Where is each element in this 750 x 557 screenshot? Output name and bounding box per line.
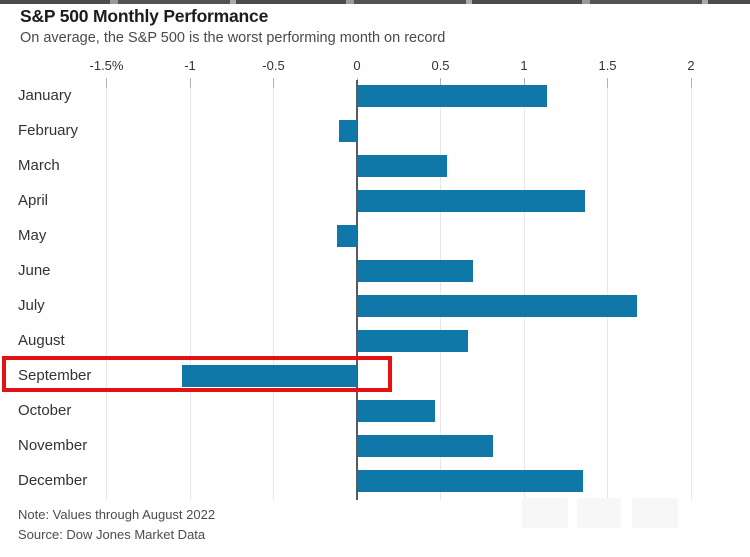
month-label-october: October (18, 402, 72, 419)
gridline (106, 88, 107, 500)
footnote-source: Source: Dow Jones Market Data (18, 527, 206, 542)
bar-april (358, 190, 586, 212)
bar-november (358, 435, 494, 457)
month-label-august: August (18, 332, 65, 349)
zero-axis-line (356, 80, 358, 500)
month-label-april: April (18, 192, 49, 209)
axis-tick (523, 78, 525, 88)
highlight-box-september (2, 356, 392, 392)
chart-subtitle: On average, the S&P 500 is the worst per… (20, 30, 446, 46)
gridline (523, 88, 525, 500)
bar-january (358, 85, 547, 107)
x-tick-label: 1.5 (598, 58, 617, 73)
x-tick-label: -1 (184, 58, 196, 73)
month-label-january: January (18, 87, 72, 104)
month-label-february: February (18, 122, 79, 139)
month-label-december: December (18, 472, 88, 489)
bar-august (358, 330, 469, 352)
month-label-may: May (18, 227, 47, 244)
x-tick-label: 0 (353, 58, 361, 73)
bar-june (358, 260, 474, 282)
axis-tick (690, 78, 692, 88)
watermark-artifact (522, 498, 568, 528)
month-label-july: July (18, 297, 45, 314)
bar-december (358, 470, 584, 492)
bar-may (336, 225, 357, 247)
x-tick-label: 1 (520, 58, 528, 73)
gridline (690, 88, 692, 500)
axis-tick (440, 78, 441, 88)
top-edge-strip (0, 0, 750, 4)
axis-tick (273, 78, 274, 88)
bar-march (358, 155, 447, 177)
gridline (440, 88, 441, 500)
gridline (273, 88, 274, 500)
x-tick-label: -0.5 (262, 58, 285, 73)
gridline (607, 88, 608, 500)
bar-february (338, 120, 357, 142)
x-tick-label: -1.5% (89, 58, 124, 73)
watermark-artifact (632, 498, 678, 528)
axis-tick (106, 78, 107, 88)
bar-september (181, 365, 357, 387)
chart-title: S&P 500 Monthly Performance (20, 6, 269, 26)
month-label-november: November (18, 437, 88, 454)
x-tick-label: 2 (687, 58, 695, 73)
month-label-september: September (18, 367, 92, 384)
footnote-note: Note: Values through August 2022 (18, 507, 216, 522)
month-label-march: March (18, 157, 60, 174)
month-label-june: June (18, 262, 51, 279)
axis-tick (607, 78, 608, 88)
axis-tick (189, 78, 191, 88)
x-tick-label: 0.5 (431, 58, 450, 73)
bar-july (358, 295, 637, 317)
gridline (189, 88, 191, 500)
watermark-artifact (577, 498, 621, 528)
bar-october (358, 400, 435, 422)
